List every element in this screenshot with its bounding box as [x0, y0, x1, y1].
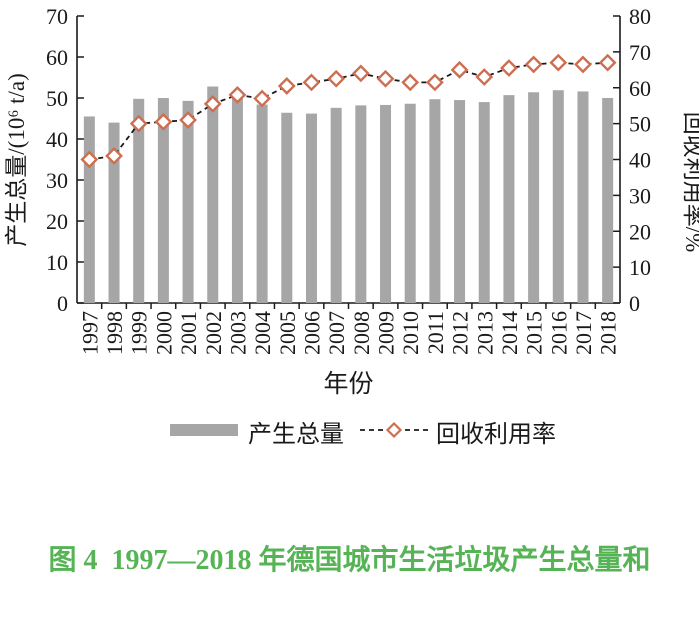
marker-2010: [401, 73, 420, 92]
x-label-2009: 2009: [374, 311, 399, 355]
right-tick-label: 60: [629, 76, 651, 101]
x-label-2012: 2012: [448, 311, 473, 355]
x-label-1997: 1997: [77, 311, 102, 355]
right-tick-label: 20: [629, 219, 651, 244]
figure-captions: 图 4 1997—2018 年德国城市生活垃圾产生总量和 回收利用率 Figur…: [0, 461, 699, 619]
bar-2003: [231, 96, 243, 303]
marker-2004: [253, 89, 272, 108]
left-tick-label: 30: [46, 168, 68, 193]
bar-2010: [404, 103, 416, 304]
marker-2002: [203, 94, 222, 113]
bar-2004: [256, 104, 268, 303]
x-label-2015: 2015: [522, 311, 547, 355]
marker-2016: [549, 53, 568, 72]
marker-2013: [475, 68, 494, 86]
chart-area: 0 10 20 30 40 50 60 70 0 10 20 30 40 50 60 70 80 1997 1998…: [4, 4, 699, 448]
x-label-2011: 2011: [423, 311, 448, 354]
x-label-1998: 1998: [102, 311, 127, 355]
bar-2009: [380, 104, 392, 303]
left-tick-label: 10: [46, 250, 68, 275]
x-axis-title: 年份: [323, 370, 373, 398]
x-label-2017: 2017: [571, 311, 596, 355]
bar-line-chart: 0 10 20 30 40 50 60 70 0 10 20 30 40 50 60 70 80 1997 1998…: [4, 4, 699, 448]
marker-2007: [327, 69, 346, 88]
marker-2017: [574, 55, 592, 74]
bar-1997: [83, 116, 95, 303]
marker-1998: [105, 147, 123, 165]
x-label-2003: 2003: [225, 311, 250, 355]
marker-2014: [500, 59, 518, 77]
left-axis-title: 产生总量/(10⁶ t/a): [4, 73, 29, 246]
bar-2002: [207, 86, 219, 304]
caption-chinese: 图 4 1997—2018 年德国城市生活垃圾产生总量和 回收利用率: [0, 461, 699, 619]
x-label-2006: 2006: [299, 311, 324, 355]
marker-2009: [376, 69, 395, 88]
bar-1998: [108, 122, 120, 303]
x-label-2002: 2002: [201, 311, 226, 355]
x-label-2018: 2018: [596, 311, 621, 355]
left-tick-label: 70: [46, 4, 68, 29]
marker-2005: [277, 77, 296, 95]
bar-2014: [503, 95, 515, 303]
x-label-2004: 2004: [250, 311, 275, 355]
legend-line-label: 回收利用率: [436, 421, 556, 448]
left-tick-label: 40: [46, 127, 68, 152]
right-tick-label: 0: [629, 291, 640, 316]
x-label-1999: 1999: [127, 311, 152, 355]
marker-2003: [228, 86, 247, 104]
legend-diamond-icon: [385, 421, 403, 439]
bar-2005: [281, 112, 293, 303]
legend-bar-swatch: [170, 424, 238, 436]
marker-1997: [80, 150, 99, 169]
left-tick-label: 20: [46, 209, 68, 234]
right-tick-label: 10: [629, 255, 651, 280]
x-label-2007: 2007: [324, 311, 349, 355]
right-tick-label: 70: [629, 40, 651, 65]
marker-2018: [598, 53, 617, 72]
marker-2015: [524, 55, 543, 74]
bar-2017: [577, 91, 589, 303]
left-tick-label: 50: [46, 86, 68, 111]
bar-2016: [552, 90, 564, 304]
marker-2006: [302, 73, 321, 92]
bar-2006: [305, 113, 317, 303]
right-tick-label: 80: [629, 4, 651, 29]
right-tick-label: 40: [629, 148, 651, 173]
bar-2000: [157, 98, 169, 303]
marker-2008: [351, 64, 370, 83]
x-label-2014: 2014: [497, 311, 522, 355]
bar-2018: [602, 98, 614, 303]
left-tick-label: 60: [46, 45, 68, 70]
bar-1999: [133, 98, 145, 303]
right-tick-label: 30: [629, 183, 651, 208]
x-label-2001: 2001: [176, 311, 201, 355]
marker-2012: [450, 60, 469, 79]
marker-1999: [129, 114, 148, 133]
legend-bar-label: 产生总量: [248, 421, 344, 448]
bar-2008: [355, 105, 367, 303]
bar-2012: [454, 100, 466, 303]
right-tick-label: 50: [629, 112, 651, 137]
bar-2011: [429, 99, 441, 303]
marker-2011: [425, 73, 444, 92]
caption-zh-line1: 图 4 1997—2018 年德国城市生活垃圾产生总量和: [48, 545, 651, 576]
x-label-2013: 2013: [472, 311, 497, 355]
bar-2015: [528, 92, 540, 303]
bar-2001: [182, 100, 194, 304]
x-label-2016: 2016: [546, 311, 571, 355]
x-label-2005: 2005: [275, 311, 300, 355]
x-label-2008: 2008: [349, 311, 374, 355]
bar-2007: [330, 107, 342, 303]
right-axis-title: 回收利用率/%: [681, 112, 699, 253]
marker-2001: [179, 111, 197, 129]
x-label-2010: 2010: [398, 311, 423, 355]
x-label-2000: 2000: [151, 311, 176, 355]
recovery-rate-line: [89, 61, 608, 161]
bar-2013: [478, 102, 490, 303]
marker-2000: [154, 112, 173, 131]
left-tick-label: 0: [57, 291, 68, 316]
